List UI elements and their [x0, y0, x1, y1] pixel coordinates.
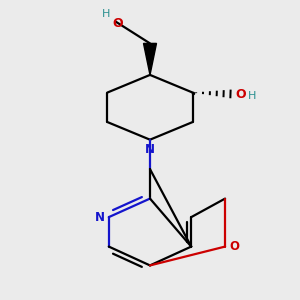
Text: H: H [102, 9, 110, 19]
Text: H: H [248, 91, 256, 100]
Text: O: O [112, 17, 123, 30]
Text: N: N [145, 142, 155, 156]
Text: O: O [236, 88, 246, 100]
Polygon shape [143, 44, 157, 75]
Text: O: O [229, 240, 239, 253]
Text: N: N [95, 211, 105, 224]
